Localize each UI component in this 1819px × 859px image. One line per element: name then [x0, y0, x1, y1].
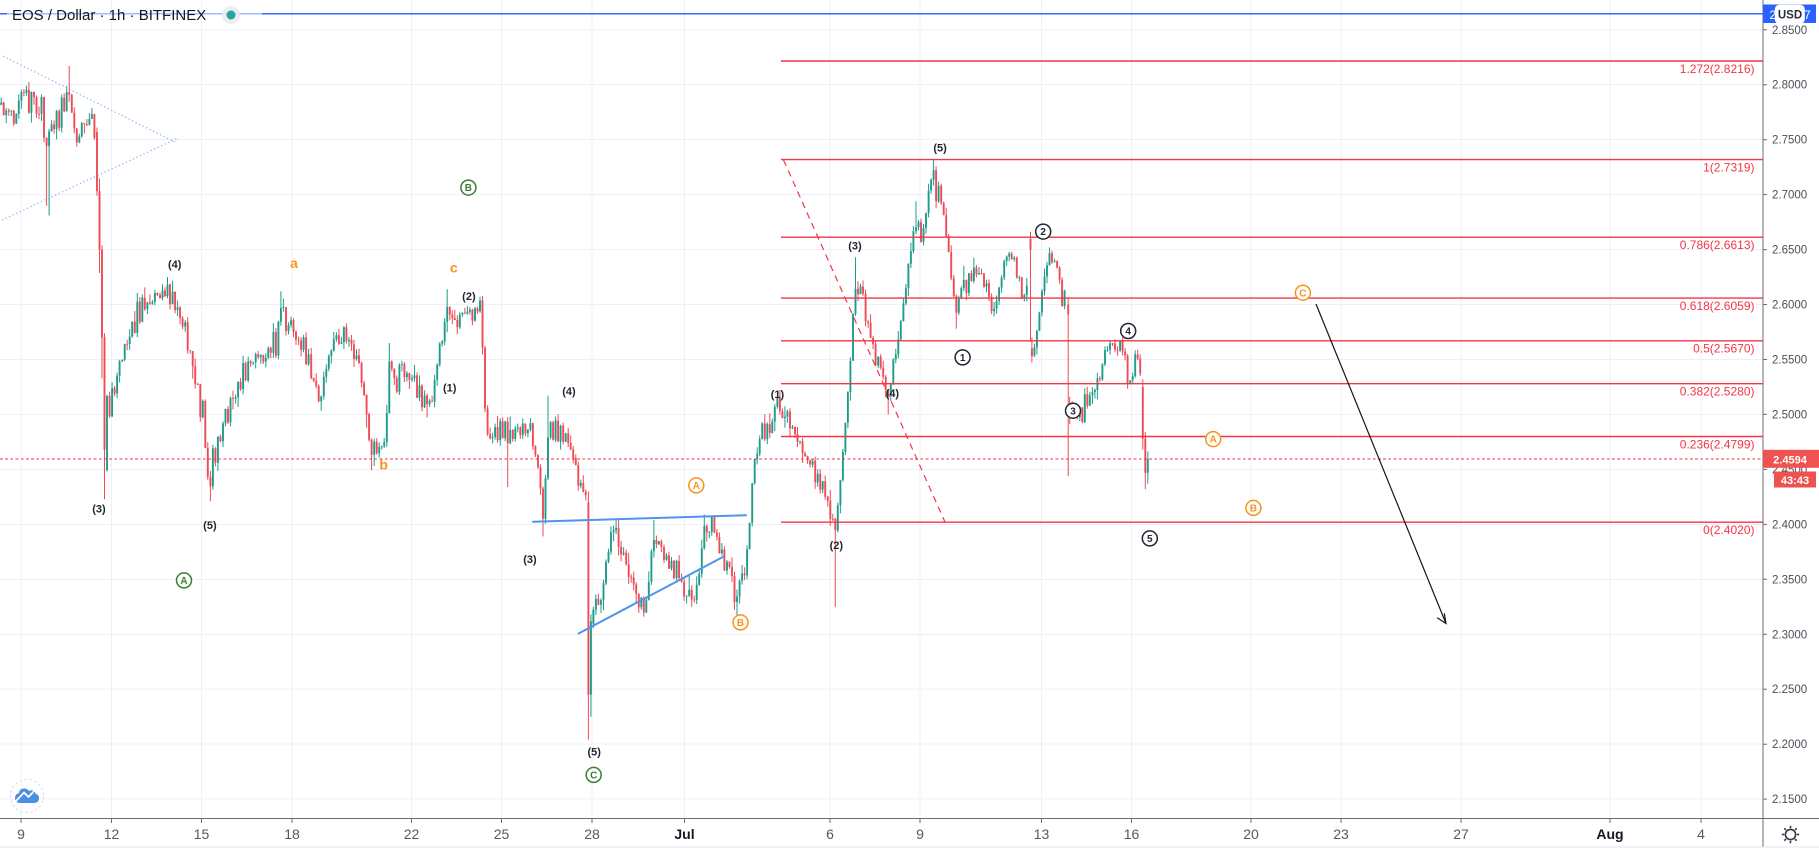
svg-text:EOS / Dollar · 1h · BITFINEX: EOS / Dollar · 1h · BITFINEX [12, 7, 206, 24]
svg-text:a: a [290, 255, 298, 271]
svg-text:2.7000: 2.7000 [1772, 190, 1807, 202]
svg-text:(2): (2) [830, 540, 844, 552]
svg-text:A: A [180, 576, 187, 587]
svg-text:0.236(2.4799): 0.236(2.4799) [1680, 437, 1755, 451]
svg-text:(5): (5) [203, 520, 217, 532]
svg-text:2.3000: 2.3000 [1772, 629, 1807, 641]
svg-text:c: c [450, 260, 458, 276]
svg-text:2: 2 [1040, 227, 1046, 238]
svg-text:2.6000: 2.6000 [1772, 300, 1807, 312]
svg-text:0.786(2.6613): 0.786(2.6613) [1680, 238, 1755, 252]
svg-text:2.7500: 2.7500 [1772, 135, 1807, 147]
svg-text:2.4594: 2.4594 [1773, 455, 1808, 467]
svg-text:16: 16 [1124, 826, 1140, 842]
svg-text:20: 20 [1243, 826, 1259, 842]
svg-text:9: 9 [17, 826, 25, 842]
svg-text:1(2.7319): 1(2.7319) [1703, 160, 1754, 174]
svg-text:4: 4 [1697, 826, 1705, 842]
svg-text:0(2.4020): 0(2.4020) [1703, 523, 1754, 537]
svg-text:(3): (3) [523, 554, 537, 566]
svg-text:2.2500: 2.2500 [1772, 684, 1807, 696]
svg-text:2.6500: 2.6500 [1772, 245, 1807, 257]
svg-text:12: 12 [104, 826, 120, 842]
svg-text:C: C [590, 771, 597, 782]
svg-text:(4): (4) [886, 388, 900, 400]
svg-text:b: b [379, 456, 388, 472]
svg-text:(1): (1) [443, 382, 457, 394]
svg-text:2.8000: 2.8000 [1772, 80, 1807, 92]
svg-text:27: 27 [1453, 826, 1469, 842]
svg-text:2.8500: 2.8500 [1772, 25, 1807, 37]
svg-text:2.5500: 2.5500 [1772, 355, 1807, 367]
svg-text:9: 9 [916, 826, 924, 842]
svg-text:2: 2 [1770, 8, 1777, 22]
svg-text:2.4000: 2.4000 [1772, 519, 1807, 531]
svg-text:3: 3 [1070, 406, 1076, 417]
svg-text:13: 13 [1034, 826, 1050, 842]
svg-text:(4): (4) [562, 386, 576, 398]
svg-text:Jul: Jul [674, 826, 694, 842]
svg-text:(2): (2) [462, 291, 476, 303]
svg-text:(3): (3) [848, 241, 862, 253]
svg-text:1.272(2.8216): 1.272(2.8216) [1680, 62, 1755, 76]
svg-text:22: 22 [404, 826, 420, 842]
svg-text:15: 15 [194, 826, 210, 842]
svg-text:2.1500: 2.1500 [1772, 794, 1807, 806]
svg-text:2.2000: 2.2000 [1772, 739, 1807, 751]
svg-text:23: 23 [1333, 826, 1349, 842]
svg-text:43:43: 43:43 [1781, 475, 1809, 487]
svg-text:A: A [1210, 435, 1217, 446]
svg-text:4: 4 [1125, 327, 1131, 338]
svg-text:28: 28 [584, 826, 600, 842]
svg-text:1: 1 [960, 353, 966, 364]
svg-text:USD: USD [1778, 10, 1802, 22]
svg-text:0.382(2.5280): 0.382(2.5280) [1680, 385, 1755, 399]
svg-text:5: 5 [1147, 534, 1153, 545]
svg-text:B: B [737, 618, 744, 629]
svg-text:6: 6 [826, 826, 834, 842]
svg-text:18: 18 [284, 826, 300, 842]
svg-text:A: A [693, 481, 700, 492]
svg-text:(3): (3) [92, 504, 106, 516]
svg-text:(5): (5) [933, 142, 947, 154]
svg-text:B: B [465, 183, 472, 194]
svg-text:B: B [1250, 504, 1257, 515]
svg-text:(1): (1) [771, 389, 785, 401]
svg-text:25: 25 [494, 826, 510, 842]
svg-text:0.5(2.5670): 0.5(2.5670) [1693, 342, 1754, 356]
svg-text:2.3500: 2.3500 [1772, 574, 1807, 586]
svg-text:C: C [1299, 288, 1306, 299]
svg-text:Aug: Aug [1596, 826, 1623, 842]
svg-text:2.5000: 2.5000 [1772, 409, 1807, 421]
svg-text:(4): (4) [168, 259, 182, 271]
svg-text:7: 7 [1804, 8, 1811, 22]
svg-text:0.618(2.6059): 0.618(2.6059) [1680, 299, 1755, 313]
svg-text:(5): (5) [587, 747, 601, 759]
